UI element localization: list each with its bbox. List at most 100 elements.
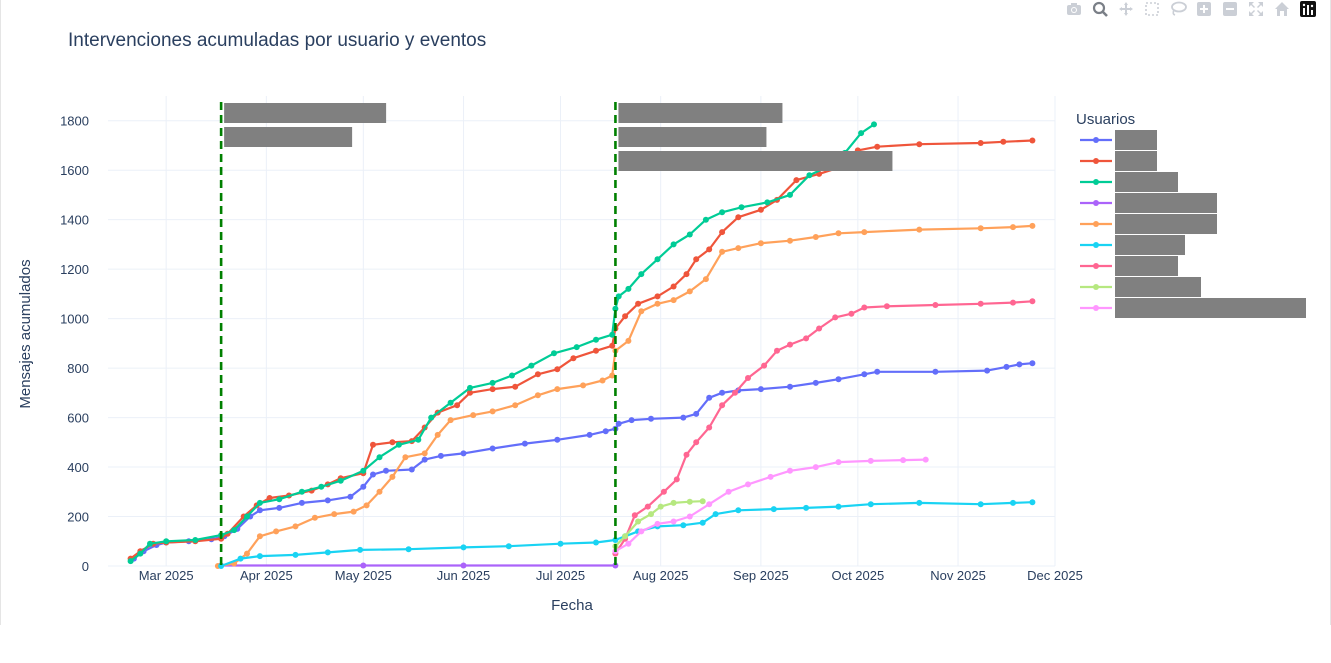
data-point[interactable] [699,498,706,505]
data-point[interactable] [602,428,609,435]
data-point[interactable] [867,457,874,464]
data-point[interactable] [276,504,283,511]
data-point[interactable] [719,402,726,409]
data-point[interactable] [693,439,700,446]
data-point[interactable] [521,440,528,447]
data-point[interactable] [770,506,777,513]
data-point[interactable] [787,341,793,348]
data-point[interactable] [350,508,357,515]
data-point[interactable] [534,392,541,399]
data-point[interactable] [631,512,638,519]
data-point[interactable] [1029,222,1036,229]
data-point[interactable] [415,436,422,443]
data-point[interactable] [609,372,616,379]
data-point[interactable] [311,514,318,521]
data-point[interactable] [593,336,599,343]
zoom-out-icon[interactable] [1217,0,1243,18]
data-point[interactable] [163,538,170,545]
data-point[interactable] [402,454,409,461]
data-point[interactable] [922,456,929,463]
data-point[interactable] [816,325,823,332]
data-point[interactable] [745,375,751,381]
data-point[interactable] [699,519,706,526]
data-point[interactable] [256,553,263,560]
data-point[interactable] [599,377,606,384]
data-point[interactable] [835,376,842,383]
data-point[interactable] [635,300,642,307]
data-point[interactable] [421,456,428,463]
data-point[interactable] [625,337,632,344]
series-7[interactable] [612,298,1036,557]
data-point[interactable] [654,300,661,307]
data-point[interactable] [874,143,881,150]
data-point[interactable] [644,503,651,510]
data-point[interactable] [686,513,693,520]
data-point[interactable] [570,355,577,362]
data-point[interactable] [757,206,764,213]
data-point[interactable] [609,331,616,338]
data-point[interactable] [489,445,496,452]
data-point[interactable] [767,473,774,480]
data-point[interactable] [871,121,877,128]
data-point[interactable] [787,237,793,244]
data-point[interactable] [554,386,561,393]
data-point[interactable] [467,389,473,396]
data-point[interactable] [638,528,645,535]
data-point[interactable] [489,379,496,386]
data-point[interactable] [324,549,331,556]
zoom-in-icon[interactable] [1191,0,1217,18]
data-point[interactable] [757,240,764,247]
legend-item[interactable] [1080,151,1157,171]
home-icon[interactable] [1269,0,1295,18]
data-point[interactable] [725,488,732,495]
data-point[interactable] [218,563,225,569]
data-point[interactable] [467,384,473,391]
series-9[interactable] [612,456,929,555]
data-point[interactable] [654,293,661,300]
data-point[interactable] [712,511,719,518]
data-point[interactable] [812,234,819,240]
data-point[interactable] [383,467,389,474]
data-point[interactable] [147,540,153,547]
lasso-icon[interactable] [1165,0,1191,18]
data-point[interactable] [580,382,587,389]
data-point[interactable] [1003,363,1010,370]
camera-icon[interactable] [1061,0,1087,18]
data-point[interactable] [231,527,238,534]
data-point[interactable] [719,209,726,216]
data-point[interactable] [900,457,907,464]
data-point[interactable] [505,543,512,550]
data-point[interactable] [680,414,687,421]
data-point[interactable] [557,540,564,547]
data-point[interactable] [787,383,793,390]
data-point[interactable] [835,503,842,510]
data-point[interactable] [395,441,402,448]
data-point[interactable] [883,303,890,310]
data-point[interactable] [787,467,793,474]
data-point[interactable] [1010,224,1016,231]
data-point[interactable] [683,271,690,278]
data-point[interactable] [460,450,467,457]
data-point[interactable] [832,314,839,321]
pan-icon[interactable] [1113,0,1139,18]
data-point[interactable] [256,499,263,506]
legend-item[interactable] [1080,214,1217,234]
data-point[interactable] [331,511,338,518]
data-point[interactable] [635,518,642,525]
data-point[interactable] [673,476,680,483]
data-point[interactable] [977,501,984,508]
data-point[interactable] [192,537,199,543]
data-point[interactable] [357,546,364,553]
data-point[interactable] [638,271,645,278]
data-point[interactable] [489,386,496,393]
data-point[interactable] [1029,137,1036,144]
legend-item[interactable] [1080,130,1157,150]
box-select-icon[interactable] [1139,0,1165,18]
data-point[interactable] [470,412,477,419]
data-point[interactable] [916,226,923,233]
data-point[interactable] [551,350,557,357]
data-point[interactable] [460,562,467,569]
data-point[interactable] [670,499,677,506]
data-point[interactable] [693,256,700,263]
